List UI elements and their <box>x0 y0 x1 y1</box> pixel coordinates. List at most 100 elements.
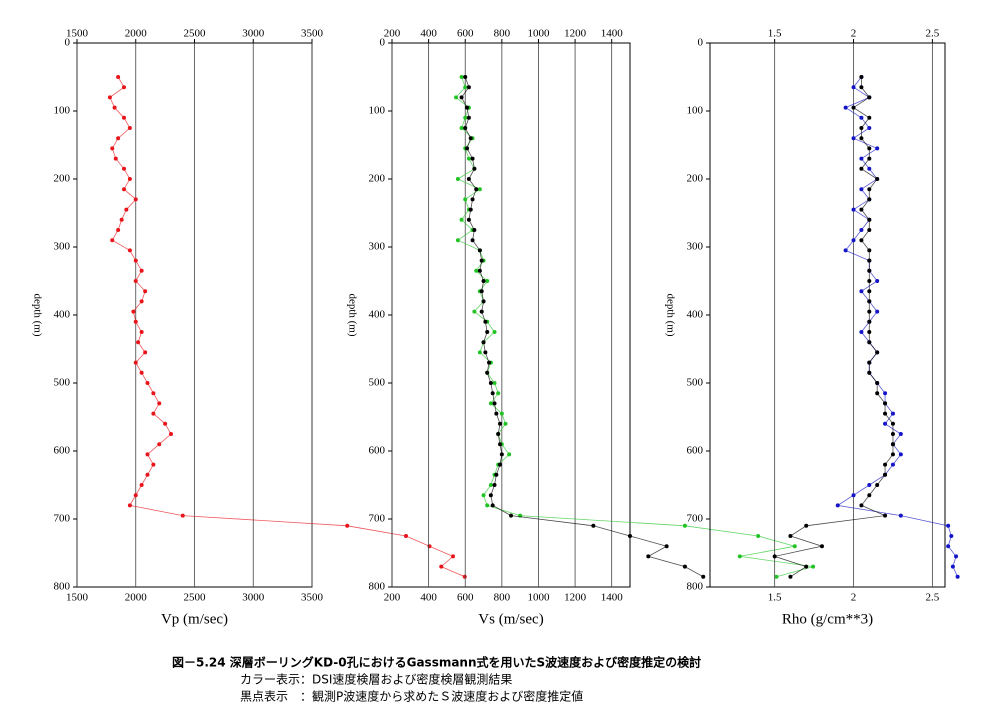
data-point <box>468 207 473 212</box>
data-point <box>145 381 150 385</box>
data-point <box>494 411 499 416</box>
data-point <box>116 136 121 141</box>
data-point <box>859 228 864 232</box>
data-point <box>792 544 797 549</box>
y-tick-label: 0 <box>698 37 704 49</box>
data-point <box>883 411 888 416</box>
data-point <box>463 197 468 202</box>
data-point <box>507 452 512 457</box>
data-point <box>867 299 872 304</box>
data-point <box>875 350 880 355</box>
y-tick-label: 800 <box>369 581 386 593</box>
data-point <box>139 370 144 375</box>
y-axis-label: depth (m) <box>31 293 43 336</box>
x-tick-label: 2500 <box>184 28 207 40</box>
data-point <box>451 554 455 559</box>
data-point <box>145 472 150 477</box>
data-point <box>487 360 492 365</box>
y-tick-label: 200 <box>54 173 71 185</box>
data-point <box>139 299 144 304</box>
x-tick-label: 1.5 <box>768 28 782 40</box>
data-point <box>112 105 117 110</box>
y-axis-label: depth (m) <box>346 293 358 336</box>
x-axis-label: Vp (m/sec) <box>161 611 228 627</box>
data-point <box>133 258 138 263</box>
data-point <box>477 248 482 253</box>
data-point <box>122 85 126 90</box>
x-tick-label: 1400 <box>601 28 624 40</box>
data-point <box>459 126 464 130</box>
y-tick-label: 200 <box>687 173 704 185</box>
data-point <box>472 166 477 171</box>
data-point <box>481 340 486 345</box>
data-point <box>157 401 162 406</box>
data-point <box>481 493 486 498</box>
data-point <box>867 289 872 294</box>
data-point <box>867 197 872 202</box>
data-point <box>499 411 504 416</box>
data-point <box>843 248 848 253</box>
x-tick-label: 1200 <box>564 28 587 40</box>
y-tick-label: 500 <box>687 377 704 389</box>
data-point <box>455 238 460 243</box>
data-point <box>875 483 880 487</box>
data-point <box>835 503 840 508</box>
x-tick-label: 2500 <box>184 592 207 604</box>
data-point <box>883 401 888 406</box>
data-point <box>859 115 864 120</box>
data-point <box>867 370 872 375</box>
data-point <box>477 268 482 273</box>
y-tick-label: 500 <box>54 377 71 389</box>
y-tick-label: 100 <box>687 105 704 117</box>
data-point <box>898 452 903 457</box>
data-point <box>466 217 471 222</box>
data-point <box>143 289 148 294</box>
data-point <box>811 564 816 569</box>
plot-frame <box>709 42 946 588</box>
data-point <box>859 330 864 334</box>
data-point <box>883 391 888 396</box>
data-point <box>946 523 951 528</box>
data-point <box>851 85 856 90</box>
data-point <box>867 319 872 324</box>
data-point <box>492 483 497 487</box>
data-point <box>145 452 150 457</box>
data-point <box>127 248 132 253</box>
data-point <box>954 554 959 559</box>
data-point <box>483 350 488 355</box>
caption-line: カラー表示：DSI速度検層および密度検層観測結果 <box>240 672 512 687</box>
data-point <box>737 554 742 559</box>
data-point <box>867 146 872 151</box>
series-line <box>773 77 894 578</box>
caption-line: 黒点表示 ：観測P波速度から求めたＳ波速度および密度推定値 <box>240 689 583 704</box>
data-point <box>890 452 895 457</box>
data-point <box>875 177 880 181</box>
data-point <box>466 156 471 161</box>
data-point <box>492 401 497 406</box>
data-point <box>470 238 475 243</box>
x-tick-label: 400 <box>420 592 437 604</box>
data-point <box>107 95 112 100</box>
data-point <box>345 523 350 528</box>
data-point <box>490 503 495 508</box>
data-point <box>883 421 888 426</box>
data-point <box>463 75 468 79</box>
data-point <box>127 503 132 508</box>
x-tick-label: 1400 <box>601 592 624 604</box>
data-point <box>116 75 121 79</box>
data-point <box>151 462 156 467</box>
y-tick-label: 700 <box>54 513 71 525</box>
data-point <box>898 432 903 436</box>
y-tick-label: 600 <box>369 445 386 457</box>
data-point <box>466 115 471 120</box>
data-point <box>474 187 479 192</box>
data-point <box>890 442 895 447</box>
x-tick-label: 3000 <box>242 28 265 40</box>
y-tick-label: 400 <box>687 309 704 321</box>
data-point <box>116 228 121 232</box>
data-point <box>459 95 464 100</box>
x-tick-label: 2.5 <box>926 28 940 40</box>
data-point <box>867 483 872 487</box>
data-point <box>774 574 779 579</box>
